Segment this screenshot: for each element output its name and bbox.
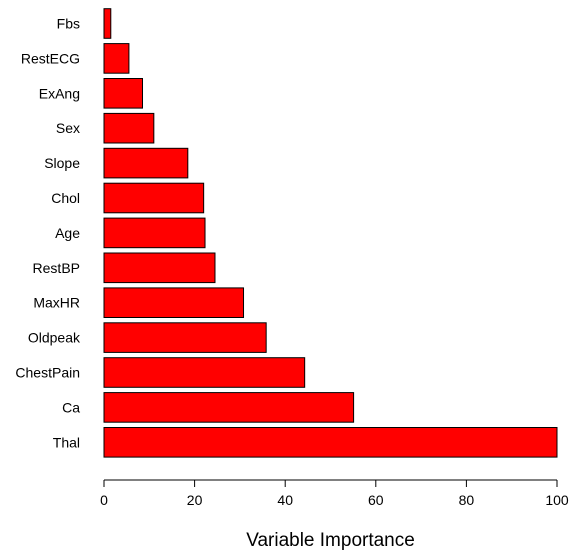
category-label: Thal	[53, 434, 80, 450]
category-label: Slope	[44, 155, 80, 171]
x-tick-label: 60	[368, 492, 384, 508]
category-label: Age	[55, 225, 80, 241]
bar-restecg	[103, 43, 130, 74]
bar-exang	[103, 78, 144, 109]
bar-age	[103, 217, 206, 249]
x-tick-label: 20	[187, 492, 203, 508]
x-tick-label: 80	[459, 492, 475, 508]
category-label: Ca	[62, 399, 80, 415]
bar-fbs	[103, 8, 112, 39]
category-label: RestBP	[33, 260, 80, 276]
category-label: MaxHR	[33, 295, 80, 311]
bar-chestpain	[103, 357, 306, 388]
bar-slope	[103, 147, 189, 179]
category-labels: Fbs RestECG ExAng Sex Slope Chol Age RestBP MaxH…	[15, 16, 81, 451]
category-label: Oldpeak	[28, 330, 81, 346]
bar-oldpeak	[103, 322, 267, 353]
bar-chol	[103, 182, 205, 214]
x-axis: 0 20 40 60 80 100	[100, 479, 569, 508]
category-label: Sex	[56, 120, 80, 136]
category-label: ChestPain	[15, 365, 80, 381]
category-label: Fbs	[57, 16, 80, 32]
category-label: RestECG	[21, 50, 80, 66]
category-label: Chol	[51, 190, 80, 206]
x-axis-title: Variable Importance	[246, 530, 415, 551]
bar-thal	[103, 427, 558, 458]
bars-group	[103, 8, 558, 458]
bar-ca	[103, 392, 355, 423]
bar-sex	[103, 112, 155, 144]
bar-restbp	[103, 252, 216, 284]
bar-maxhr	[103, 287, 245, 318]
category-label: ExAng	[39, 85, 80, 101]
x-tick-label: 0	[100, 492, 108, 508]
x-tick-label: 40	[277, 492, 293, 508]
x-tick-label: 100	[545, 492, 569, 508]
